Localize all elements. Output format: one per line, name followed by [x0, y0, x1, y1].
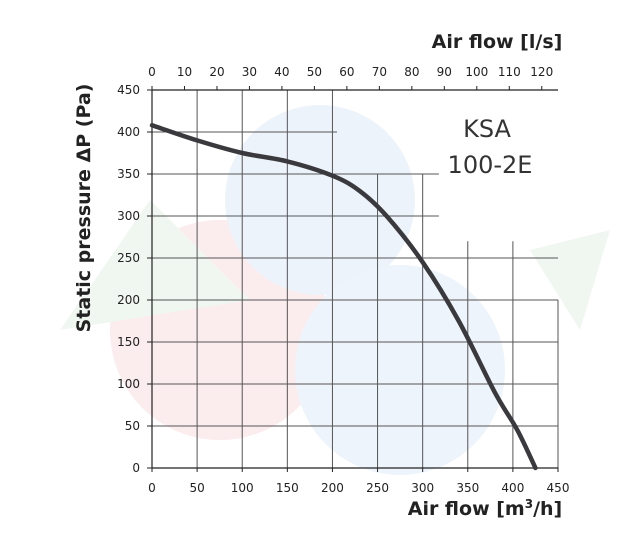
x-tick-label: 400: [501, 481, 524, 495]
top-tick-label: 90: [437, 65, 452, 79]
y-tick-label: 250: [117, 251, 140, 265]
watermark-leaf-right: [530, 230, 610, 330]
top-tick-label: 100: [465, 65, 488, 79]
y-tick-label: 200: [117, 293, 140, 307]
x-tick-label: 150: [276, 481, 299, 495]
top-tick-label: 50: [307, 65, 322, 79]
watermark-leaf-left: [60, 200, 250, 330]
top-tick-label: 0: [148, 65, 156, 79]
top-tick-label: 80: [404, 65, 419, 79]
tick-labels: 0 50 100 150 200 250 300 350 400 4500501001502002…: [117, 65, 569, 495]
y-tick-label: 0: [132, 461, 140, 475]
x-axis-title-top: Air flow [l/s]: [432, 31, 563, 53]
top-tick-label: 10: [177, 65, 192, 79]
x-tick-label: 100: [231, 481, 254, 495]
y-tick-label: 350: [117, 167, 140, 181]
watermark-snowflake-circle: [225, 105, 415, 295]
fan-performance-curve: [149, 123, 538, 471]
top-tick-label: 40: [274, 65, 289, 79]
top-tick-label: 60: [339, 65, 354, 79]
x-tick-label: 350: [456, 481, 479, 495]
y-tick-label: 400: [117, 125, 140, 139]
watermark-drop-circle: [295, 265, 505, 475]
x-tick-label: 50: [189, 481, 204, 495]
top-tick-label: 20: [209, 65, 224, 79]
y-tick-label: 100: [117, 377, 140, 391]
top-tick-label: 110: [498, 65, 521, 79]
x-tick-label: 250: [366, 481, 389, 495]
x-tick-label: 200: [321, 481, 344, 495]
y-tick-label: 150: [117, 335, 140, 349]
top-tick-label: 30: [242, 65, 257, 79]
top-tick-label: 120: [530, 65, 553, 79]
x-tick-label: 300: [411, 481, 434, 495]
y-tick-label: 300: [117, 209, 140, 223]
x-tick-label: 450: [547, 481, 570, 495]
y-tick-label: 50: [125, 419, 140, 433]
axes: [151, 89, 558, 469]
top-tick-label: 70: [372, 65, 387, 79]
x-tick-label: 0: [148, 481, 156, 495]
model-name-line2: 100-2E: [448, 151, 533, 179]
grid: [152, 90, 559, 468]
y-axis-title: Static pressure ΔP (Pa): [73, 84, 95, 333]
y-tick-label: 450: [117, 83, 140, 97]
model-name-line1: KSA: [463, 115, 511, 143]
x-axis-title-bottom: Air flow [m3/h]: [408, 497, 563, 520]
watermark-background: [60, 105, 610, 475]
